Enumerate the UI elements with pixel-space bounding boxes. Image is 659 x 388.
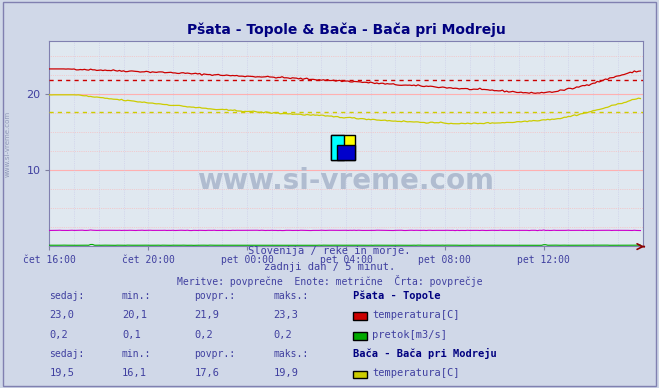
Text: 16,1: 16,1	[122, 368, 147, 378]
Text: 20,1: 20,1	[122, 310, 147, 320]
Text: maks.:: maks.:	[273, 349, 308, 359]
Text: 21,9: 21,9	[194, 310, 219, 320]
Text: 19,5: 19,5	[49, 368, 74, 378]
Text: 23,3: 23,3	[273, 310, 299, 320]
FancyBboxPatch shape	[331, 135, 355, 160]
Text: 0,1: 0,1	[122, 329, 140, 340]
Text: temperatura[C]: temperatura[C]	[372, 310, 460, 320]
Text: temperatura[C]: temperatura[C]	[372, 368, 460, 378]
Text: sedaj:: sedaj:	[49, 349, 84, 359]
Text: Bača - Bača pri Modreju: Bača - Bača pri Modreju	[353, 348, 496, 359]
Text: 23,0: 23,0	[49, 310, 74, 320]
Text: Pšata - Topole: Pšata - Topole	[353, 290, 440, 301]
Text: povpr.:: povpr.:	[194, 349, 235, 359]
Text: sedaj:: sedaj:	[49, 291, 84, 301]
Text: zadnji dan / 5 minut.: zadnji dan / 5 minut.	[264, 262, 395, 272]
Text: 19,9: 19,9	[273, 368, 299, 378]
FancyBboxPatch shape	[331, 135, 344, 160]
Text: Slovenija / reke in morje.: Slovenija / reke in morje.	[248, 246, 411, 256]
Title: Pšata - Topole & Bača - Bača pri Modreju: Pšata - Topole & Bača - Bača pri Modreju	[186, 22, 505, 37]
Text: 0,2: 0,2	[273, 329, 292, 340]
Text: min.:: min.:	[122, 291, 152, 301]
Text: www.si-vreme.com: www.si-vreme.com	[198, 166, 494, 194]
Text: 0,2: 0,2	[194, 329, 213, 340]
Text: Meritve: povprečne  Enote: metrične  Črta: povprečje: Meritve: povprečne Enote: metrične Črta:…	[177, 275, 482, 287]
Text: povpr.:: povpr.:	[194, 291, 235, 301]
Text: 17,6: 17,6	[194, 368, 219, 378]
Text: www.si-vreme.com: www.si-vreme.com	[5, 111, 11, 177]
Text: pretok[m3/s]: pretok[m3/s]	[372, 329, 447, 340]
Text: 0,2: 0,2	[49, 329, 68, 340]
Text: min.:: min.:	[122, 349, 152, 359]
FancyBboxPatch shape	[337, 145, 355, 160]
Text: maks.:: maks.:	[273, 291, 308, 301]
